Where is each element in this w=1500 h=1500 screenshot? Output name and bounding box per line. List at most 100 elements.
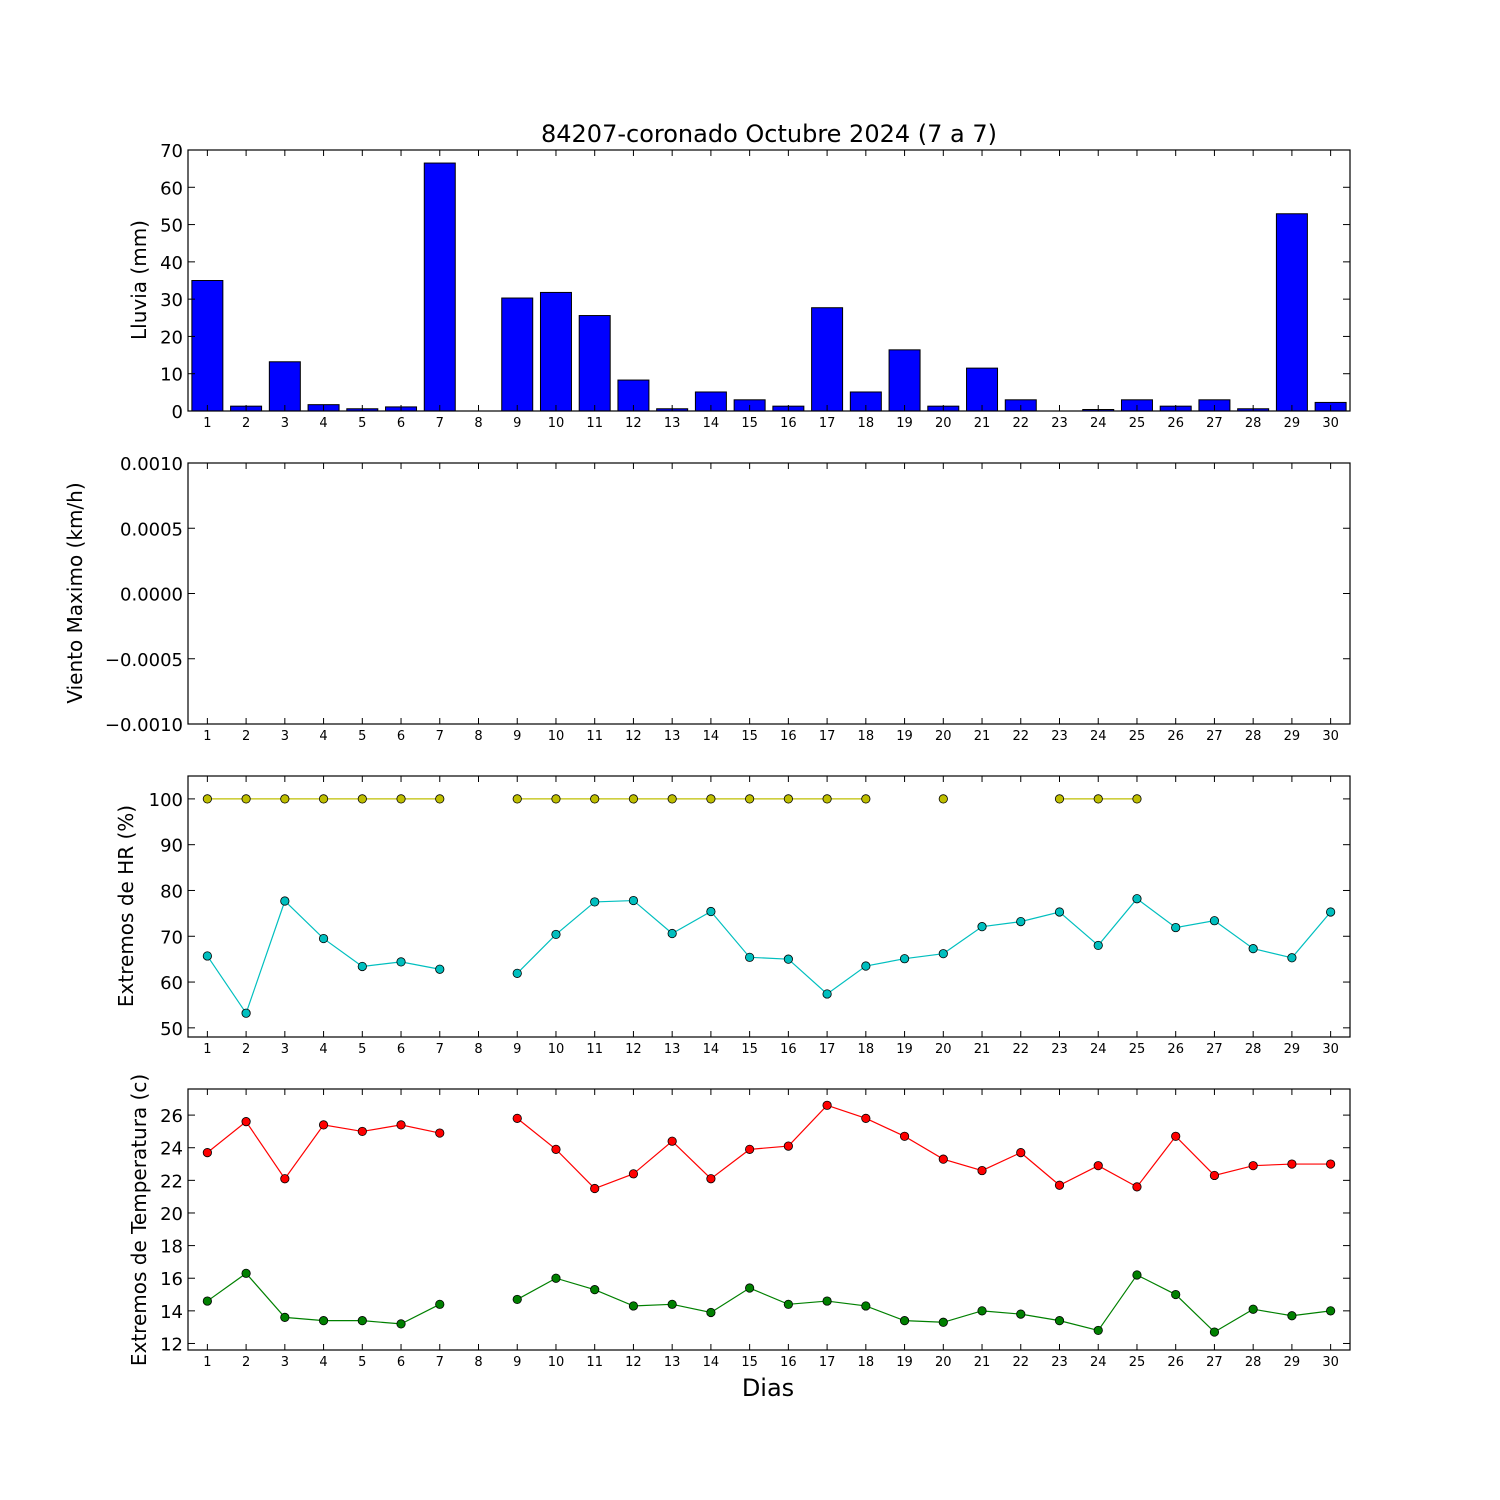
- hr-point-hr_min-day-30: [1326, 907, 1336, 917]
- hr-point-hr_max-day-18: [861, 794, 871, 804]
- temp-point-t_max-day-6: [396, 1120, 406, 1130]
- hr-ytick-label: 60: [160, 973, 183, 994]
- hr-xtick-label: 16: [780, 1042, 797, 1057]
- rain-ytick-label: 30: [160, 290, 183, 311]
- hr-point-hr_max-day-10: [551, 794, 561, 804]
- rain-bar-day-19: [888, 349, 921, 412]
- temp-y-axis-label: Extremos de Temperatura (c): [127, 1074, 151, 1366]
- rain-xtick-label: 18: [858, 416, 875, 431]
- hr-point-hr_min-day-5: [357, 961, 367, 972]
- temp-point-t_min-day-15: [745, 1283, 755, 1293]
- rain-xtick-label: 9: [513, 416, 521, 431]
- hr-xtick-label: 19: [896, 1042, 913, 1057]
- wind-xtick-label: 3: [281, 729, 289, 744]
- wind-xtick-label: 20: [935, 729, 952, 744]
- temp-ytick-label: 12: [160, 1334, 183, 1355]
- hr-xtick-label: 8: [474, 1042, 482, 1057]
- temp-xtick-label: 11: [586, 1355, 603, 1370]
- wind-xtick-label: 19: [896, 729, 913, 744]
- rain-xtick-label: 11: [586, 416, 603, 431]
- rain-xtick-label: 20: [935, 416, 952, 431]
- temp-point-t_max-day-23: [1054, 1180, 1065, 1190]
- hr-point-hr_max-day-20: [938, 794, 948, 804]
- temp-point-t_min-day-29: [1287, 1311, 1297, 1321]
- hr-xtick-label: 24: [1090, 1042, 1107, 1057]
- wind-xtick-label: 15: [741, 729, 758, 744]
- rain-xtick-label: 8: [474, 416, 482, 431]
- wind-xtick-label: 11: [586, 729, 603, 744]
- rain-xtick-label: 22: [1012, 416, 1029, 431]
- temp-xtick-label: 23: [1051, 1355, 1068, 1370]
- temp-point-t_min-day-6: [396, 1319, 406, 1329]
- rain-xtick-label: 21: [974, 416, 991, 431]
- temp-xtick-label: 18: [858, 1355, 875, 1370]
- temp-point-t_max-day-4: [318, 1120, 329, 1130]
- temp-point-t_max-day-28: [1248, 1161, 1258, 1171]
- temp-ytick-label: 18: [160, 1237, 183, 1258]
- hr-xtick-label: 27: [1206, 1042, 1223, 1057]
- hr-point-hr_min-day-11: [590, 897, 600, 907]
- rain-xtick-label: 7: [436, 416, 444, 431]
- wind-xtick-label: 6: [397, 729, 405, 744]
- temp-point-t_min-day-17: [822, 1296, 832, 1306]
- temp-point-t_min-day-16: [783, 1299, 793, 1309]
- wind-xtick-label: 29: [1284, 729, 1301, 744]
- rain-bar-day-21: [966, 367, 999, 412]
- temp-point-t_max-day-5: [357, 1126, 367, 1137]
- wind-xtick-label: 2: [242, 729, 250, 744]
- hr-xtick-label: 1: [203, 1042, 211, 1057]
- hr-xtick-label: 20: [935, 1042, 952, 1057]
- temp-point-t_min-day-28: [1248, 1304, 1258, 1314]
- hr-point-hr_max-day-13: [667, 794, 677, 804]
- temp-point-t_min-day-23: [1054, 1316, 1065, 1326]
- temp-point-t_max-day-22: [1016, 1148, 1026, 1158]
- temp-point-t_min-day-4: [318, 1316, 329, 1326]
- hr-point-hr_min-day-19: [899, 954, 910, 964]
- temp-point-t_min-day-14: [706, 1307, 716, 1318]
- wind-xtick-label: 26: [1167, 729, 1184, 744]
- wind-xtick-label: 25: [1129, 729, 1146, 744]
- hr-ytick-label: 70: [160, 927, 183, 948]
- rain-plot-frame: [187, 149, 1351, 412]
- hr-point-hr_max-day-12: [628, 794, 639, 804]
- hr-xtick-label: 6: [397, 1042, 405, 1057]
- rain-bar-day-17: [811, 307, 844, 412]
- x-axis-label: Dias: [742, 1374, 794, 1402]
- temp-point-t_min-day-3: [280, 1312, 290, 1322]
- temp-point-t_max-day-20: [938, 1154, 948, 1164]
- wind-xtick-label: 30: [1322, 729, 1339, 744]
- wind-xtick-label: 23: [1051, 729, 1068, 744]
- temp-ytick-label: 22: [160, 1171, 183, 1192]
- temp-point-t_max-day-29: [1287, 1159, 1297, 1169]
- rain-ytick-label: 0: [172, 402, 183, 423]
- rain-bar-day-1: [191, 280, 224, 412]
- temp-point-t_max-day-7: [435, 1128, 445, 1138]
- hr-point-hr_min-day-18: [861, 961, 871, 971]
- rain-bar-day-29: [1275, 213, 1308, 412]
- hr-point-hr_min-day-10: [551, 929, 561, 940]
- temp-plot-frame: [187, 1088, 1351, 1351]
- hr-point-hr_min-day-29: [1287, 953, 1297, 963]
- temp-xtick-label: 25: [1129, 1355, 1146, 1370]
- wind-y-axis-label: Viento Maximo (km/h): [63, 482, 87, 703]
- rain-xtick-label: 13: [664, 416, 681, 431]
- rain-ytick-label: 50: [160, 216, 183, 237]
- hr-point-hr_max-day-5: [357, 794, 367, 804]
- rain-ytick-label: 10: [160, 365, 183, 386]
- hr-point-hr_min-day-26: [1171, 922, 1181, 933]
- rain-xtick-label: 12: [625, 416, 642, 431]
- hr-point-hr_max-day-3: [280, 794, 290, 804]
- temp-point-t_min-day-13: [667, 1299, 677, 1309]
- temp-xtick-label: 1: [203, 1355, 211, 1370]
- temp-xtick-label: 13: [664, 1355, 681, 1370]
- temp-point-t_min-day-2: [241, 1268, 251, 1278]
- wind-xtick-label: 8: [474, 729, 482, 744]
- temp-point-t_min-day-22: [1016, 1309, 1026, 1319]
- wind-xtick-label: 24: [1090, 729, 1107, 744]
- hr-ytick-label: 50: [160, 1019, 183, 1040]
- temp-xtick-label: 4: [319, 1355, 327, 1370]
- temp-xtick-label: 3: [281, 1355, 289, 1370]
- hr-point-hr_min-day-6: [396, 957, 406, 967]
- temp-point-t_max-day-30: [1326, 1159, 1336, 1169]
- wind-ytick-label: −0.0005: [105, 650, 183, 671]
